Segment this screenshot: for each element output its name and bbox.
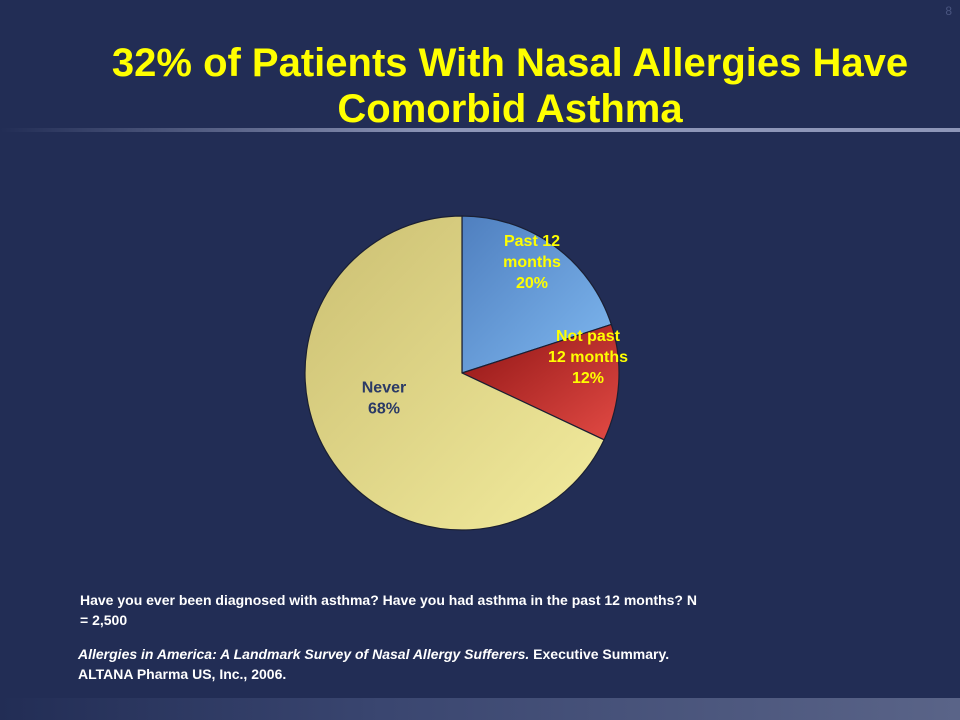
title-divider-right — [440, 128, 960, 132]
title-line-1: 32% of Patients With Nasal Allergies Hav… — [111, 41, 909, 85]
pie-label-2: Never 68% — [362, 380, 406, 418]
pie-label-1: Not past 12 months 12% — [548, 328, 628, 387]
pie-slice-0 — [461, 215, 613, 374]
pie-label-0-line-2: 20% — [516, 275, 548, 292]
pie-labels: Past 12 months 20% Not past 12 months 12% Neve… — [362, 233, 628, 418]
pie-label-0-line-0: Past 12 — [504, 233, 560, 250]
pie-label-1-line-2: 12% — [572, 370, 604, 387]
pie-label-0: Past 12 months 20% — [503, 233, 561, 292]
pie-label-1-line-0: Not past — [556, 328, 621, 345]
citation: Allergies in America: A Landmark Survey … — [78, 644, 718, 684]
pie-slice-2 — [304, 215, 605, 531]
pie-label-2-line-0: Never — [362, 380, 406, 397]
title-divider-left — [0, 128, 440, 132]
title-line-2: Comorbid Asthma — [337, 87, 683, 131]
pie-label-2-line-1: 68% — [368, 401, 400, 418]
citation-title: Allergies in America: A Landmark Survey … — [78, 646, 530, 662]
bottom-band — [0, 698, 960, 720]
slide-number: 8 — [945, 4, 952, 18]
survey-question: Have you ever been diagnosed with asthma… — [80, 592, 697, 628]
pie-label-1-line-1: 12 months — [548, 349, 628, 366]
slide-title: 32% of Patients With Nasal Allergies Hav… — [60, 40, 960, 132]
pie-slices — [304, 215, 620, 531]
pie-label-0-line-1: months — [503, 254, 561, 271]
citation-details: Executive Summary. ALTANA Pharma US, Inc… — [78, 646, 670, 682]
pie-slice-1 — [460, 323, 620, 441]
